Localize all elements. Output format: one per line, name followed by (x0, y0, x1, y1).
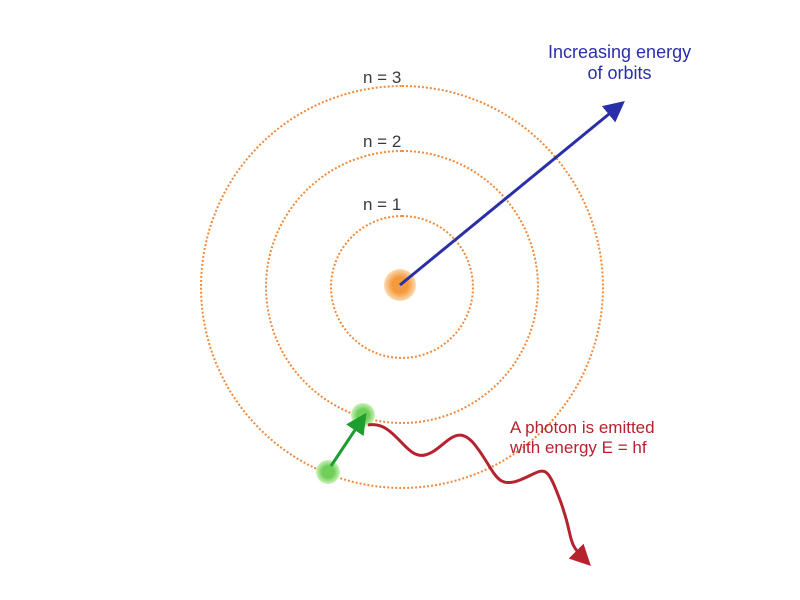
nucleus (384, 269, 416, 301)
orbit-label-n3: n = 3 (363, 68, 401, 88)
photon-label-line1: A photon is emitted (510, 418, 655, 438)
bohr-model-diagram: n = 1 n = 2 n = 3 Increasing energy of o… (0, 0, 800, 600)
electron-outer (316, 460, 340, 484)
electron-inner (351, 403, 375, 427)
photon-label-line2: with energy E = hf (510, 438, 655, 458)
photon-label: A photon is emitted with energy E = hf (510, 418, 655, 458)
orbit-label-n2: n = 2 (363, 132, 401, 152)
energy-arrow-label-line1: Increasing energy (548, 42, 691, 63)
energy-arrow-label: Increasing energy of orbits (548, 42, 691, 84)
energy-arrow-label-line2: of orbits (548, 63, 691, 84)
orbit-label-n1: n = 1 (363, 195, 401, 215)
